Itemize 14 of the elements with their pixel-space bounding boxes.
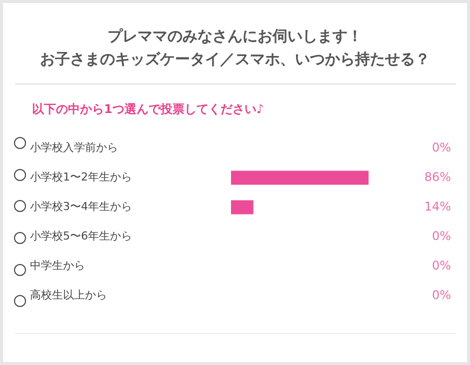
y-tick-label: 高校生以上から [30,288,107,302]
data-label: 0% [432,288,451,302]
chart-subtitle: 以下の中から1つ選んで投票してください♪ [32,101,264,118]
data-label: 0% [432,228,451,243]
data-label: 14% [424,199,451,214]
data-label: 86% [424,170,451,184]
y-tick-label: 小学校入学前から [30,141,118,154]
data-label: 0% [432,258,451,272]
y-tick-label: 小学校3〜4年生から [30,200,132,214]
data-label: 0% [432,140,451,154]
y-tick-label: 中学生から [30,259,85,272]
chart-title: プレママのみなさんにお伺いします！お子さまのキッズケータイ／スマホ、いつから持たせる？ [39,26,431,70]
y-tick-label: 小学校1〜2年生から [30,170,132,184]
y-tick-label: 小学校5〜6年生から [30,230,132,243]
